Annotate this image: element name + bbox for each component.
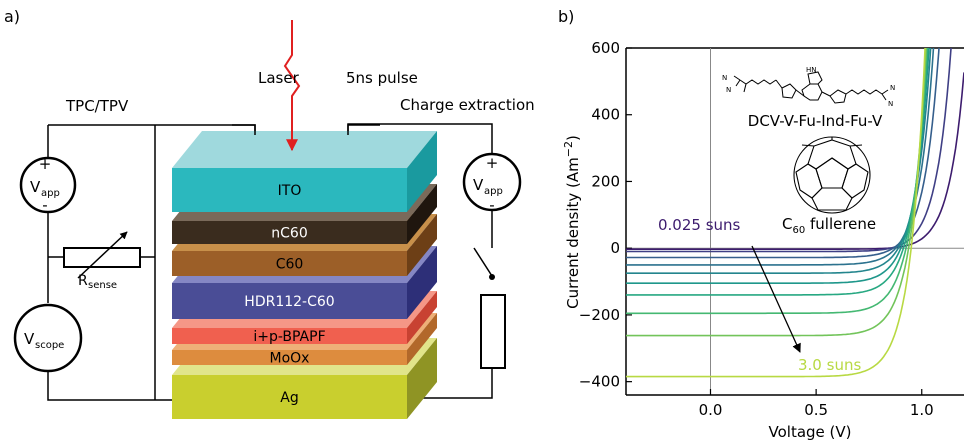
c60-fullerene-structure [793,136,871,214]
jv-curve [626,48,926,378]
svg-text:+: + [39,155,52,173]
panel-a: a) + V app - [4,7,535,419]
contact-right [347,124,380,135]
x-tick-label: 1.0 [910,401,934,419]
laser-label: Laser [258,69,300,87]
y-tick-label: 200 [591,172,620,190]
svg-text:app: app [41,188,60,199]
panel-b: b) −400 −200 0 200 400 600 0.0 0.5 1.0 Current d… [558,7,964,441]
fullerene-label: C60 fullerene [782,215,876,236]
svg-text:+: + [486,154,499,172]
rsense-resistor: R sense [63,231,141,291]
layer-ito: ITO [172,131,437,212]
layer-label: C60 [276,257,304,273]
svg-text:-: - [42,196,47,214]
panel-b-label: b) [558,7,574,26]
molecule-name: DCV-V-Fu-Ind-Fu-V [748,112,883,130]
svg-text:-: - [489,196,494,214]
svg-text:R: R [78,273,88,289]
svg-text:V: V [30,178,41,196]
plot-axes: −400 −200 0 200 400 600 0.0 0.5 1.0 [579,39,964,419]
y-tick-label: 0 [610,239,620,257]
layer-label: ITO [278,183,302,199]
load-resistor [480,294,506,369]
layer-label: MoOx [270,351,310,367]
x-tick-label: 0.0 [699,401,723,419]
svg-text:scope: scope [35,340,64,351]
jv-curves [626,48,964,378]
molecule-nc-left-1: N [722,74,727,82]
switch [473,247,495,280]
svg-text:V: V [24,330,35,348]
molecule-hn: HN [806,66,817,74]
device-stack: Ag MoOx i+p-BPAPF HDR112-C60 C60 nC60 ITO [172,131,437,419]
jv-curve [626,48,929,296]
y-tick-label: −200 [579,306,620,324]
jv-curve [626,48,930,285]
jv-curve [626,48,927,337]
vapp-left-source: + V app - [19,155,77,214]
layer-label: i+p-BPAPF [253,329,325,345]
y-tick-label: −400 [579,373,620,391]
x-tick-label: 0.5 [804,401,828,419]
annotation-low-intensity: 0.025 suns [658,216,741,234]
y-tick-label: 600 [591,39,620,57]
y-tick-label: 400 [591,106,620,124]
molecule-cn-right-1: N [890,84,895,92]
svg-text:app: app [484,186,503,197]
molecule-cn-right-2: N [888,100,893,108]
tpc-tpv-label: TPC/TPV [65,97,129,115]
pulse-label: 5ns pulse [346,69,418,87]
jv-curve [626,72,964,250]
layer-label: HDR112-C60 [244,294,334,310]
panel-a-label: a) [4,7,20,26]
svg-text:V: V [473,176,484,194]
charge-extraction-label: Charge extraction [400,96,535,114]
svg-text:sense: sense [88,280,117,291]
vscope-meter: V scope [13,303,83,373]
jv-curve [626,48,928,315]
vapp-right-source: + V app - [462,152,522,214]
intensity-arrow [751,245,801,353]
annotation-high-intensity: 3.0 suns [798,356,861,374]
x-axis-label: Voltage (V) [769,423,852,441]
y-axis-label: Current density (Am−2) [562,135,582,309]
dcv-molecule-structure [733,71,889,104]
layer-label: nC60 [271,226,307,242]
laser-beam [283,20,301,152]
contact-left [232,124,256,135]
layer-label: Ag [280,390,298,406]
molecule-nc-left-2: N [726,86,731,94]
